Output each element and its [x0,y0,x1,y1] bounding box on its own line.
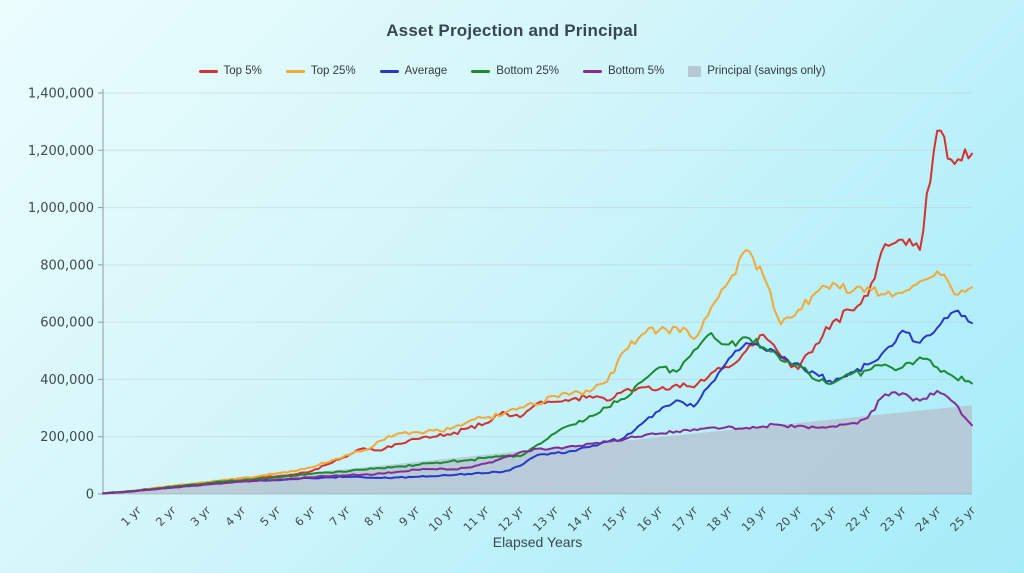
legend-item-average[interactable]: Average [379,65,448,77]
x-tick-label: 4 yr [222,503,248,529]
y-tick-label: 1,200,000 [28,144,94,159]
x-tick-label: 11 yr [460,503,491,534]
y-tick-label: 200,000 [40,430,94,445]
x-tick-label: 8 yr [361,503,387,529]
plot-area[interactable] [103,89,972,494]
x-tick-label: 10 yr [426,503,457,534]
x-tick-label: 19 yr [739,503,770,534]
x-tick-label: 12 yr [495,503,526,534]
legend-item-top-5[interactable]: Top 5% [198,65,262,77]
x-tick-label: 16 yr [634,503,665,534]
series-line-bottom-5- [102,389,973,495]
series-line-bottom-25- [102,332,973,495]
legend-line-swatch [285,69,305,73]
x-tick-label: 21 yr [808,503,839,534]
y-tick-label: 1,400,000 [28,87,94,102]
x-axis-title: Elapsed Years [492,534,583,550]
legend-label: Bottom 5% [607,65,665,77]
legend-item-principal-savings-only[interactable]: Principal (savings only) [688,65,825,77]
x-tick-label: 7 yr [327,503,353,529]
series-line-top-25- [102,249,973,495]
legend-label: Principal (savings only) [707,65,826,77]
y-tick-label: 600,000 [40,316,94,331]
legend-area-swatch [688,65,702,77]
legend-line-swatch [471,69,491,73]
x-tick-label: 1 yr [118,503,144,529]
legend-label: Top 5% [223,65,262,77]
x-tick-label: 24 yr [912,503,943,534]
y-tick-label: 800,000 [40,258,94,273]
x-tick-label: 6 yr [292,503,318,529]
x-tick-label: 14 yr [565,503,596,534]
x-tick-label: 15 yr [600,503,631,534]
legend-label: Average [404,65,448,77]
x-tick-label: 18 yr [704,503,735,534]
x-tick-label: 13 yr [530,503,561,534]
legend-line-swatch [582,69,602,73]
chart-title: Asset Projection and Principal [386,21,638,40]
x-tick-label: 9 yr [396,503,422,529]
chart-legend: Top 5% Top 25% Average Bottom 25% Bottom 5% P… [0,65,1024,77]
y-tick-label: 1,000,000 [28,201,94,216]
x-tick-label: 23 yr [878,503,909,534]
x-tick-label: 20 yr [773,503,804,534]
legend-line-swatch [379,69,399,73]
x-tick-label: 5 yr [257,503,283,529]
x-tick-label: 22 yr [843,503,874,534]
y-tick-label: 400,000 [40,373,94,388]
legend-item-top-25[interactable]: Top 25% [285,65,356,77]
legend-item-bottom-5[interactable]: Bottom 5% [582,65,665,77]
x-tick-label: 25 yr [947,503,978,534]
legend-item-bottom-25[interactable]: Bottom 25% [471,65,559,77]
y-tick-label: 0 [86,488,94,503]
x-tick-label: 17 yr [669,503,700,534]
legend-label: Top 25% [310,65,356,77]
x-tick-label: 2 yr [153,503,179,529]
legend-line-swatch [198,69,218,73]
legend-label: Bottom 25% [496,65,559,77]
x-tick-label: 3 yr [188,503,214,529]
